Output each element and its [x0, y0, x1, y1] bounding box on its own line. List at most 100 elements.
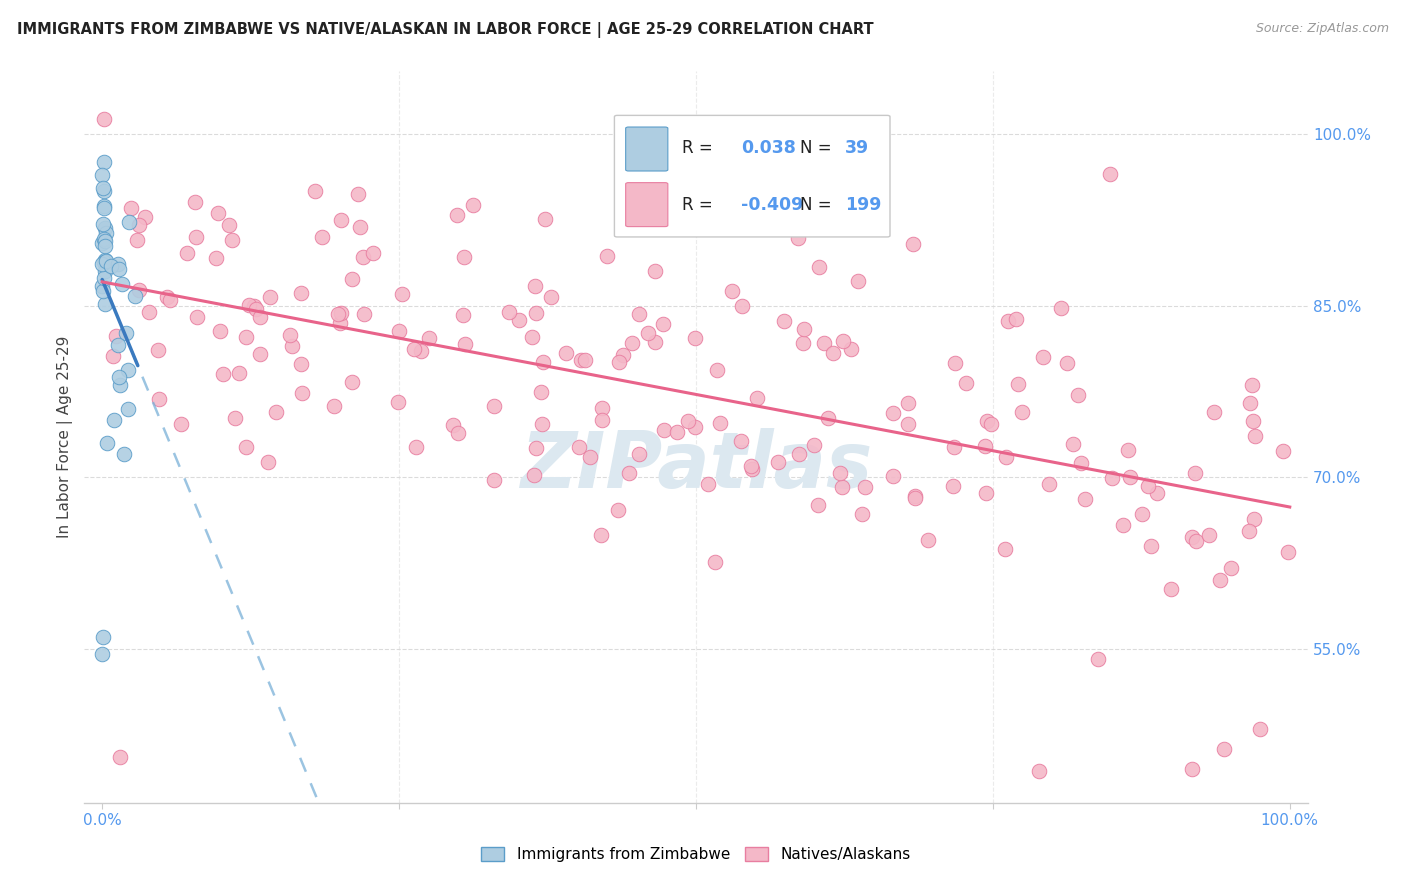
Text: R =: R =	[682, 195, 713, 213]
Point	[1101, 471, 1123, 485]
Text: 39: 39	[845, 139, 869, 157]
Point	[447, 426, 470, 441]
Point	[352, 250, 374, 264]
Point	[666, 425, 689, 440]
Point	[353, 307, 375, 321]
Point	[120, 201, 142, 215]
Point	[349, 220, 371, 235]
Point	[943, 356, 966, 370]
Point	[1237, 524, 1260, 538]
Point	[1184, 466, 1206, 480]
Point	[627, 307, 650, 321]
Point	[1184, 534, 1206, 549]
Point	[330, 213, 353, 227]
Point	[568, 441, 591, 455]
Point	[740, 459, 762, 474]
Point	[917, 533, 939, 548]
Point	[1119, 470, 1142, 484]
Point	[520, 329, 543, 343]
Point	[1220, 561, 1243, 575]
Point	[259, 290, 281, 304]
Point	[839, 342, 862, 356]
Point	[1011, 405, 1033, 419]
Point	[280, 339, 302, 353]
Point	[696, 476, 718, 491]
Point	[91, 257, 114, 271]
Point	[606, 503, 628, 517]
Point	[607, 355, 630, 369]
Point	[498, 305, 520, 319]
Point	[311, 229, 333, 244]
Point	[807, 499, 830, 513]
Point	[530, 417, 553, 431]
Point	[1067, 388, 1090, 402]
Point	[943, 441, 966, 455]
Point	[290, 357, 312, 371]
Point	[94, 297, 117, 311]
Point	[93, 184, 115, 198]
Point	[574, 352, 596, 367]
Point	[329, 316, 352, 330]
Point	[242, 300, 264, 314]
Point	[290, 286, 312, 301]
FancyBboxPatch shape	[614, 115, 890, 237]
Point	[803, 438, 825, 452]
Point	[111, 277, 134, 291]
Point	[787, 446, 810, 460]
Point	[91, 181, 114, 195]
Point	[117, 401, 139, 416]
Point	[620, 335, 643, 350]
Point	[224, 411, 246, 425]
Point	[93, 199, 115, 213]
Point	[955, 376, 977, 391]
Point	[1244, 429, 1267, 443]
Point	[997, 314, 1019, 328]
Point	[128, 219, 150, 233]
Point	[644, 334, 666, 349]
Point	[117, 363, 139, 377]
Point	[1028, 764, 1050, 778]
Point	[107, 369, 129, 384]
Point	[146, 343, 169, 358]
Point	[108, 750, 131, 764]
Point	[1007, 376, 1029, 391]
Point	[91, 217, 114, 231]
Text: 199: 199	[845, 195, 882, 213]
Point	[531, 354, 554, 368]
Point	[280, 328, 302, 343]
Point	[540, 290, 562, 304]
Point	[94, 221, 117, 235]
Point	[903, 489, 925, 503]
Point	[554, 346, 576, 360]
Point	[619, 467, 641, 481]
Point	[405, 440, 427, 454]
Point	[169, 417, 191, 432]
Point	[1130, 508, 1153, 522]
FancyBboxPatch shape	[626, 183, 668, 227]
Point	[235, 440, 257, 454]
Point	[1213, 742, 1236, 756]
Point	[1239, 396, 1261, 410]
Point	[846, 274, 869, 288]
Point	[446, 208, 468, 222]
Point	[93, 271, 115, 285]
Point	[591, 401, 613, 415]
Point	[482, 399, 505, 413]
Point	[830, 466, 852, 480]
Point	[1181, 762, 1204, 776]
Point	[228, 366, 250, 380]
Point	[418, 331, 440, 345]
Point	[107, 261, 129, 276]
Point	[347, 186, 370, 201]
Point	[441, 418, 464, 433]
Point	[100, 260, 122, 274]
Point	[976, 486, 998, 500]
Point	[186, 310, 208, 325]
Point	[103, 413, 125, 427]
Point	[114, 326, 136, 340]
Point	[706, 363, 728, 377]
Point	[612, 348, 634, 362]
Point	[235, 330, 257, 344]
Point	[508, 312, 530, 326]
Point	[326, 307, 349, 321]
